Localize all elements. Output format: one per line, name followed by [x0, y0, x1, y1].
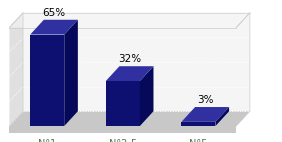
Bar	[30, 35, 64, 126]
Polygon shape	[106, 66, 153, 81]
Text: 65%: 65%	[43, 8, 66, 18]
Polygon shape	[181, 107, 229, 122]
Polygon shape	[23, 13, 250, 111]
Text: 3%: 3%	[197, 95, 213, 105]
Polygon shape	[30, 20, 78, 35]
Text: N°1: N°1	[38, 139, 56, 142]
Polygon shape	[9, 13, 250, 28]
Polygon shape	[64, 20, 78, 126]
Bar	[181, 122, 215, 126]
Text: N°5: N°5	[189, 139, 208, 142]
Polygon shape	[9, 13, 23, 126]
Polygon shape	[9, 111, 250, 126]
Polygon shape	[140, 66, 153, 126]
Polygon shape	[215, 107, 229, 126]
Text: N°2-5: N°2-5	[109, 139, 137, 142]
Text: 32%: 32%	[118, 54, 141, 64]
Bar	[106, 81, 140, 126]
Polygon shape	[9, 126, 236, 133]
